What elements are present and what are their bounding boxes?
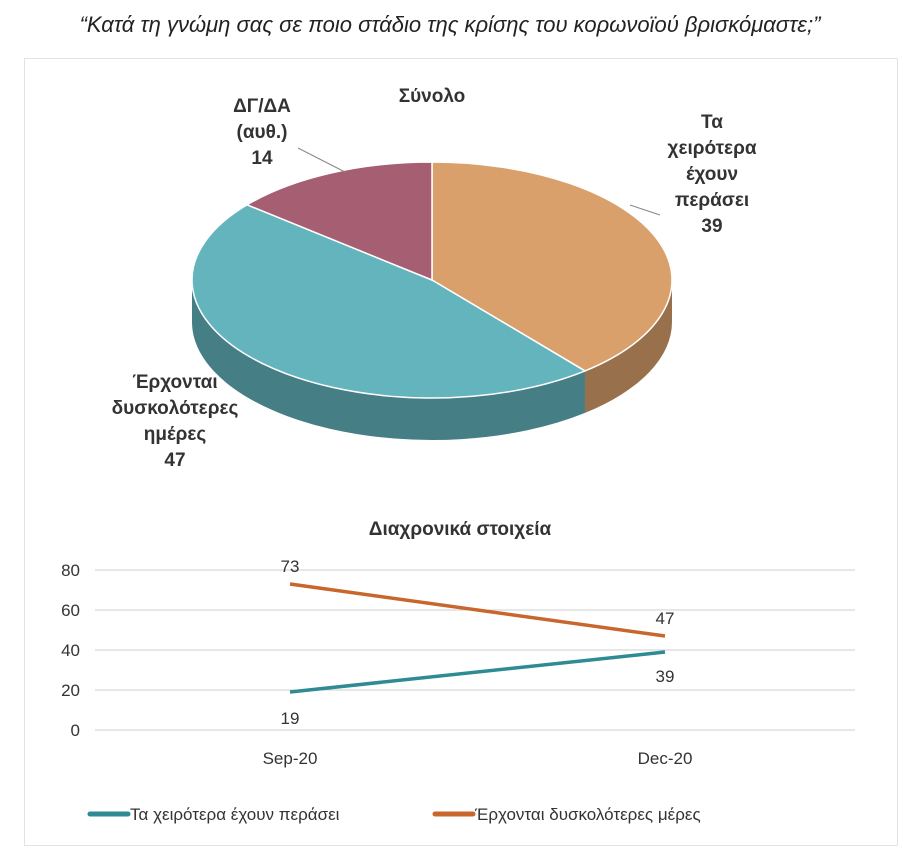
legend-label-1: Έρχονται δυσκολότερες μέρες (474, 805, 701, 824)
pie-leader-line (297, 147, 346, 173)
pie-value-0: 39 (701, 216, 722, 237)
y-tick-label: 80 (61, 561, 80, 580)
pie-side-0 (584, 280, 672, 413)
pie-label-1: Έρχονται (132, 372, 217, 393)
data-label: 47 (656, 609, 675, 628)
line-title: Διαχρονικά στοιχεία (369, 519, 552, 540)
pie-label-1: ημέρες (144, 424, 207, 445)
pie-label-2: (αυθ.) (237, 122, 288, 143)
pie-label-1: δυσκολότερες (112, 398, 239, 419)
pie-value-1: 47 (164, 450, 185, 471)
chart-frame (24, 58, 898, 846)
legend-label-0: Τα χειρότερα έχουν περάσει (130, 805, 340, 824)
pie-title: Σύνολο (399, 86, 466, 107)
y-tick-label: 0 (71, 721, 80, 740)
question-title: “Κατά τη γνώμη σας σε ποιο στάδιο της κρ… (79, 12, 821, 37)
pie-side-1 (192, 280, 585, 441)
pie-value-2: 14 (251, 148, 273, 169)
pie-label-2: ΔΓ/ΔΑ (233, 96, 291, 117)
x-tick-label: Sep-20 (263, 749, 318, 768)
y-tick-label: 20 (61, 681, 80, 700)
pie-label-0: χειρότερα (668, 138, 757, 159)
pie-label-0: έχουν (686, 164, 738, 185)
pie-slice-1 (191, 203, 587, 399)
data-label: 73 (281, 557, 300, 576)
y-tick-label: 40 (61, 641, 80, 660)
pie-leader-line (629, 204, 661, 216)
series-line-1 (289, 582, 666, 638)
pie-label-0: περάσει (675, 190, 749, 211)
series-line-0 (289, 650, 666, 694)
data-label: 19 (281, 709, 300, 728)
pie-slice-2 (245, 161, 433, 282)
pie-slice-0 (431, 161, 673, 372)
x-tick-label: Dec-20 (638, 749, 693, 768)
y-tick-label: 60 (61, 601, 80, 620)
data-label: 39 (656, 667, 675, 686)
pie-label-0: Τα (701, 112, 723, 133)
